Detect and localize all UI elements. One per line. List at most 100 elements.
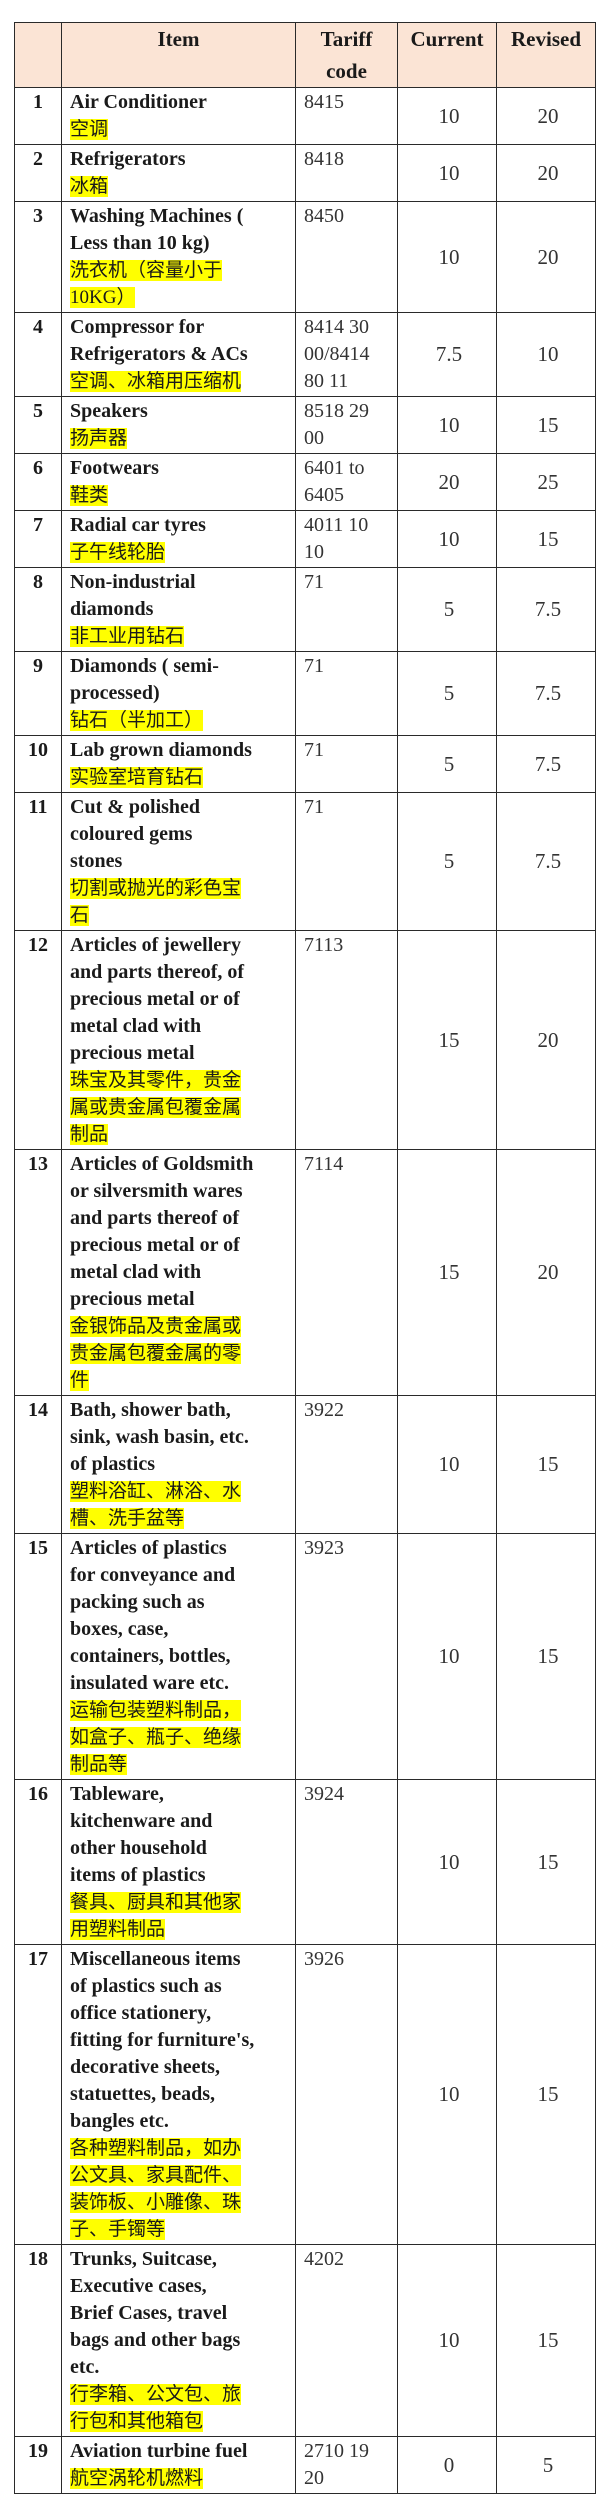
- item-english: Compressor for Refrigerators & ACs: [70, 316, 248, 365]
- table-row: 15 Articles of plastics for conveyance an…: [14, 1533, 596, 1780]
- table-row: 8 Non-industrial diamonds 非工业用钻石 71 5 7.5: [14, 567, 596, 652]
- header-tariff-code: Tariff code: [295, 22, 398, 88]
- row-number: 10: [14, 735, 62, 793]
- table-row: 9 Diamonds ( semi- processed) 钻石（半加工） 71 5 7.…: [14, 651, 596, 736]
- item-english: Diamonds ( semi- processed): [70, 655, 219, 704]
- table-row: 12 Articles of jewellery and parts thereo…: [14, 930, 596, 1150]
- item-chinese-highlighted: 子午线轮胎: [70, 542, 166, 563]
- header-num: [14, 22, 62, 88]
- item-chinese-highlighted: 鞋类: [70, 485, 109, 506]
- tariff-code: 7113: [295, 930, 398, 1150]
- revised-rate: 20: [496, 930, 596, 1150]
- item-english: Articles of Goldsmith or silversmith war…: [70, 1153, 254, 1310]
- table-row: 10 Lab grown diamonds 实验室培育钻石 71 5 7.5: [14, 735, 596, 793]
- row-number: 18: [14, 2244, 62, 2437]
- item-english: Radial car tyres: [70, 514, 206, 536]
- current-rate: 10: [397, 1395, 497, 1534]
- current-rate: 5: [397, 567, 497, 652]
- item-chinese-highlighted: 航空涡轮机燃料: [70, 2468, 204, 2489]
- item-chinese-highlighted: 冰箱: [70, 176, 109, 197]
- tariff-code: 3924: [295, 1779, 398, 1945]
- item-english: Tableware, kitchenware and other househo…: [70, 1783, 213, 1886]
- item-chinese-highlighted: 扬声器: [70, 428, 128, 449]
- revised-rate: 15: [496, 396, 596, 454]
- current-rate: 15: [397, 930, 497, 1150]
- revised-rate: 15: [496, 2244, 596, 2437]
- item-english: Miscellaneous items of plastics such as …: [70, 1948, 255, 2132]
- tariff-code: 3922: [295, 1395, 398, 1534]
- item-english: Cut & polished coloured gems stones: [70, 796, 201, 872]
- table-row: 1 Air Conditioner 空调 8415 10 20: [14, 87, 596, 145]
- current-rate: 5: [397, 651, 497, 736]
- tariff-code: 8450: [295, 201, 398, 313]
- tariff-code: 3926: [295, 1944, 398, 2245]
- row-number: 3: [14, 201, 62, 313]
- tariff-code: 71: [295, 792, 398, 931]
- table-row: 2 Refrigerators 冰箱 8418 10 20: [14, 144, 596, 202]
- revised-rate: 20: [496, 201, 596, 313]
- current-rate: 10: [397, 1944, 497, 2245]
- revised-rate: 7.5: [496, 651, 596, 736]
- table-row: 19 Aviation turbine fuel 航空涡轮机燃料 2710 19 20…: [14, 2436, 596, 2494]
- revised-rate: 7.5: [496, 735, 596, 793]
- revised-rate: 10: [496, 312, 596, 397]
- item-english: Air Conditioner: [70, 91, 207, 113]
- item-english: Non-industrial diamonds: [70, 571, 196, 620]
- row-number: 17: [14, 1944, 62, 2245]
- current-rate: 10: [397, 201, 497, 313]
- item-english: Articles of plastics for conveyance and …: [70, 1537, 236, 1694]
- revised-rate: 15: [496, 1944, 596, 2245]
- current-rate: 10: [397, 1779, 497, 1945]
- item-cell: Trunks, Suitcase, Executive cases, Brief…: [61, 2244, 296, 2437]
- current-rate: 5: [397, 735, 497, 793]
- tariff-code: 4011 10 10: [295, 510, 398, 568]
- item-cell: Aviation turbine fuel 航空涡轮机燃料: [61, 2436, 296, 2494]
- current-rate: 10: [397, 510, 497, 568]
- item-cell: Tableware, kitchenware and other househo…: [61, 1779, 296, 1945]
- row-number: 14: [14, 1395, 62, 1534]
- row-number: 2: [14, 144, 62, 202]
- current-rate: 10: [397, 144, 497, 202]
- item-cell: Compressor for Refrigerators & ACs 空调、冰箱用…: [61, 312, 296, 397]
- header-current: Current: [397, 22, 497, 88]
- item-english: Refrigerators: [70, 148, 186, 170]
- item-cell: Lab grown diamonds 实验室培育钻石: [61, 735, 296, 793]
- current-rate: 7.5: [397, 312, 497, 397]
- tariff-code: 7114: [295, 1149, 398, 1396]
- header-row: Item Tariff code Current Revised: [14, 22, 596, 88]
- revised-rate: 15: [496, 1779, 596, 1945]
- item-cell: Refrigerators 冰箱: [61, 144, 296, 202]
- row-number: 19: [14, 2436, 62, 2494]
- tariff-code: 8418: [295, 144, 398, 202]
- row-number: 8: [14, 567, 62, 652]
- item-chinese-highlighted: 各种塑料制品，如办 公文具、家具配件、 装饰板、小雕像、珠 子、手镯等: [70, 2138, 242, 2240]
- current-rate: 10: [397, 2244, 497, 2437]
- revised-rate: 20: [496, 87, 596, 145]
- current-rate: 10: [397, 396, 497, 454]
- item-chinese-highlighted: 空调、冰箱用压缩机: [70, 371, 242, 392]
- table-body: 1 Air Conditioner 空调 8415 10 20 2 Refrigerators…: [14, 87, 596, 2494]
- item-chinese-highlighted: 运输包装塑料制品， 如盒子、瓶子、绝缘 制品等: [70, 1700, 242, 1775]
- row-number: 5: [14, 396, 62, 454]
- tariff-code: 8415: [295, 87, 398, 145]
- table-row: 11 Cut & polished coloured gems stones 切割或…: [14, 792, 596, 931]
- item-cell: Radial car tyres 子午线轮胎: [61, 510, 296, 568]
- tariff-code: 6401 to 6405: [295, 453, 398, 511]
- table-row: 6 Footwears 鞋类 6401 to 6405 20 25: [14, 453, 596, 511]
- item-chinese-highlighted: 非工业用钻石: [70, 626, 185, 647]
- row-number: 16: [14, 1779, 62, 1945]
- tariff-code: 71: [295, 567, 398, 652]
- revised-rate: 5: [496, 2436, 596, 2494]
- revised-rate: 7.5: [496, 792, 596, 931]
- item-chinese-highlighted: 洗衣机（容量小于 10KG）: [70, 260, 223, 308]
- revised-rate: 15: [496, 510, 596, 568]
- row-number: 9: [14, 651, 62, 736]
- current-rate: 15: [397, 1149, 497, 1396]
- item-cell: Washing Machines ( Less than 10 kg) 洗衣机（容…: [61, 201, 296, 313]
- item-english: Trunks, Suitcase, Executive cases, Brief…: [70, 2248, 241, 2378]
- current-rate: 5: [397, 792, 497, 931]
- revised-rate: 15: [496, 1395, 596, 1534]
- item-english: Aviation turbine fuel: [70, 2440, 248, 2462]
- tariff-code: 71: [295, 735, 398, 793]
- item-chinese-highlighted: 餐具、厨具和其他家 用塑料制品: [70, 1892, 242, 1940]
